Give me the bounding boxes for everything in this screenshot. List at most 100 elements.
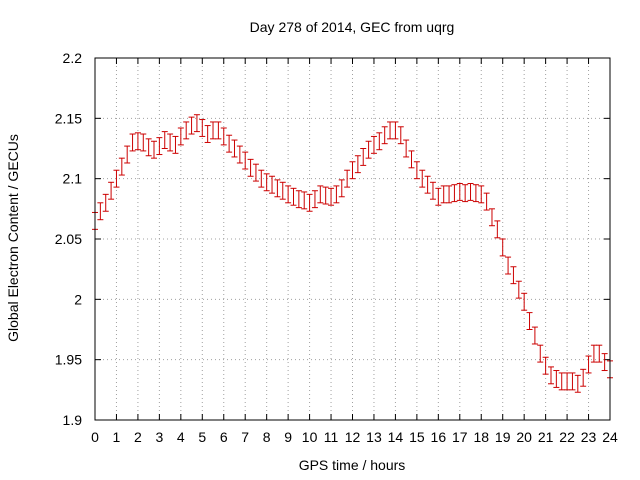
error-bar-point — [435, 187, 442, 206]
error-bar-point — [521, 292, 528, 311]
ticks — [94, 57, 611, 421]
grid — [95, 58, 610, 420]
error-bar-point — [424, 175, 431, 194]
chart-title: Day 278 of 2014, GEC from uqrg — [250, 19, 455, 35]
error-bar-point — [601, 353, 608, 372]
error-bar-point — [193, 114, 200, 133]
error-bar-point — [574, 374, 581, 393]
x-tick-label: 18 — [473, 429, 489, 445]
error-bar-point — [413, 161, 420, 180]
x-tick-label: 16 — [431, 429, 447, 445]
error-bar-point — [199, 119, 206, 137]
x-tick-label: 23 — [581, 429, 597, 445]
error-bar-point — [553, 370, 560, 388]
error-bar-point — [129, 133, 136, 152]
data-series — [92, 114, 613, 393]
y-tick-label: 1.95 — [55, 352, 82, 368]
error-bar-point — [488, 208, 495, 227]
error-bar-point — [446, 185, 453, 204]
x-tick-label: 12 — [345, 429, 361, 445]
error-bar-point — [124, 145, 131, 164]
error-bar-point — [515, 280, 522, 299]
error-bar-point — [301, 191, 308, 210]
error-bar-point — [505, 256, 512, 275]
error-bar-point — [263, 173, 270, 192]
error-bar-point — [354, 155, 361, 174]
y-axis-label: Global Electron Content / GECUs — [5, 134, 21, 342]
y-tick-label: 2.1 — [63, 171, 83, 187]
error-bar-point — [408, 150, 415, 169]
plot-frame — [94, 57, 611, 421]
error-bar-point — [161, 131, 168, 149]
x-tick-label: 24 — [602, 429, 618, 445]
error-bar-point — [215, 121, 222, 140]
error-bar-point — [140, 133, 147, 152]
error-bar-point — [311, 190, 318, 209]
error-bar-point — [279, 181, 286, 200]
error-bar-point — [494, 220, 501, 239]
error-bar-point — [134, 132, 141, 151]
x-tick-label: 2 — [134, 429, 142, 445]
x-tick-label: 0 — [91, 429, 99, 445]
error-bar-point — [596, 344, 603, 363]
x-tick-label: 19 — [495, 429, 511, 445]
x-tick-label: 10 — [302, 429, 318, 445]
error-bar-point — [188, 116, 195, 135]
error-bar-point — [290, 187, 297, 206]
error-bar-point — [370, 135, 377, 154]
x-tick-label: 11 — [324, 429, 339, 445]
x-tick-label: 15 — [409, 429, 425, 445]
y-tick-label: 2.15 — [55, 110, 82, 126]
error-bar-point — [247, 158, 254, 177]
error-bar-point — [547, 366, 554, 385]
error-bar-point — [167, 133, 174, 152]
error-bar-point — [462, 184, 469, 203]
error-bar-point — [483, 192, 490, 211]
x-tick-label: 22 — [559, 429, 575, 445]
error-bar-point — [252, 163, 259, 182]
error-bar-point — [328, 187, 335, 206]
error-bar-point — [333, 185, 340, 204]
error-bar-point — [440, 185, 447, 204]
y-tick-label: 1.9 — [63, 412, 83, 428]
x-tick-label: 13 — [366, 429, 382, 445]
error-bar-point — [467, 182, 474, 201]
error-bar-point — [392, 121, 399, 140]
x-tick-label: 4 — [177, 429, 185, 445]
error-bar-point — [274, 179, 281, 198]
error-bar-point — [236, 145, 243, 164]
error-bar-point — [172, 135, 179, 154]
error-bar-point — [220, 127, 227, 146]
error-bar-point — [403, 139, 410, 158]
error-bar-point — [429, 181, 436, 200]
y-tick-label: 2.05 — [55, 231, 82, 247]
error-bar-point — [456, 182, 463, 201]
error-bar-point — [156, 137, 163, 156]
error-bar-point — [397, 126, 404, 145]
tick-labels: 0 1 2 3 4 5 6 7 8 9 10 11 12 13 14 15 16 17 18 19 20 21 22 23 24… — [55, 50, 618, 445]
error-bar-point — [113, 169, 120, 188]
error-bar-point — [177, 127, 184, 146]
error-bar-point — [102, 193, 109, 212]
error-bar-point — [478, 185, 485, 204]
error-bar-point — [542, 356, 549, 375]
x-tick-label: 1 — [113, 429, 121, 445]
error-bar-point — [387, 121, 394, 140]
x-tick-label: 5 — [198, 429, 206, 445]
x-tick-label: 14 — [388, 429, 404, 445]
error-bar-point — [376, 132, 383, 151]
error-bar-point — [451, 184, 458, 203]
y-tick-label: 2.2 — [63, 50, 83, 66]
error-bar-point — [569, 372, 576, 391]
error-bar-point — [472, 184, 479, 203]
error-bar-point — [338, 179, 345, 198]
x-tick-label: 17 — [452, 429, 468, 445]
error-bar-point — [344, 169, 351, 188]
error-bar-point — [145, 138, 152, 157]
error-bar-point — [317, 185, 324, 204]
error-bar-point — [590, 344, 597, 363]
error-bar-point — [585, 355, 592, 374]
error-bar-point — [231, 139, 238, 158]
error-bar-point — [242, 151, 249, 170]
